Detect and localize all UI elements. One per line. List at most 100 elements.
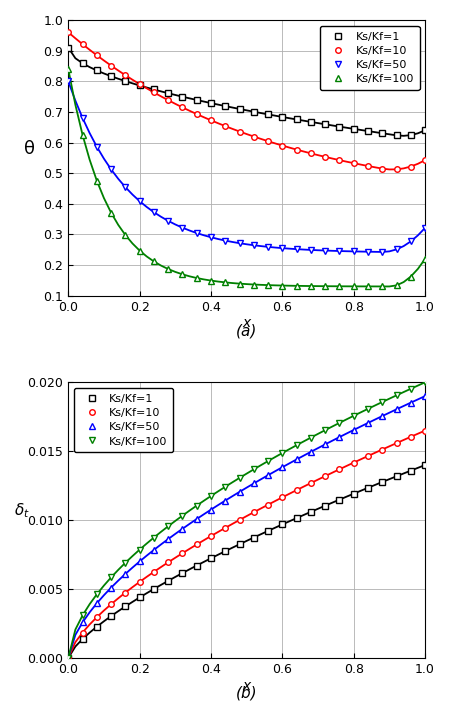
Ks/Kf=50 [66, 77, 71, 86]
Ks/Kf=10 [208, 532, 214, 540]
Ks/Kf=10 [423, 426, 428, 435]
Line: Ks/Kf=100: Ks/Kf=100 [65, 379, 428, 661]
Ks/Kf=100 [423, 378, 428, 386]
Ks/Kf=50 [279, 244, 285, 252]
Ks/Kf=100 [166, 522, 171, 530]
Ks/Kf=10 [180, 549, 185, 558]
Ks/Kf=50 [394, 405, 399, 414]
Ks/Kf=10 [137, 80, 142, 88]
Ks/Kf=100 [294, 441, 299, 449]
Ks/Kf=50 [208, 233, 214, 242]
Ks/Kf=100 [379, 282, 385, 291]
Ks/Kf=1 [251, 533, 256, 542]
Ks/Kf=10 [351, 159, 356, 168]
Ks/Kf=100 [208, 492, 214, 501]
Ks/Kf=50 [266, 471, 271, 479]
Ks/Kf=100 [151, 257, 157, 266]
Ks/Kf=10 [251, 508, 256, 516]
Ks/Kf=50 [294, 245, 299, 253]
Ks/Kf=10 [80, 628, 85, 637]
Ks/Kf=50 [223, 236, 228, 245]
Ks/Kf=100 [66, 654, 71, 662]
Ks/Kf=50 [94, 143, 99, 151]
Ks/Kf=50 [266, 242, 271, 251]
Ks/Kf=100 [108, 573, 114, 582]
Ks/Kf=50 [365, 419, 371, 427]
Ks/Kf=10 [194, 110, 199, 118]
Ks/Kf=100 [408, 384, 414, 393]
Ks/Kf=50 [123, 570, 128, 578]
Ks/Kf=1 [108, 72, 114, 81]
Ks/Kf=100 [223, 278, 228, 287]
Ks/Kf=50 [66, 654, 71, 662]
Ks/Kf=10 [166, 558, 171, 567]
Y-axis label: $\delta_t$: $\delta_t$ [14, 501, 30, 520]
Ks/Kf=10 [108, 61, 114, 70]
Ks/Kf=50 [208, 506, 214, 514]
Ks/Kf=10 [266, 501, 271, 509]
Ks/Kf=1 [337, 123, 342, 131]
Ks/Kf=50 [379, 247, 385, 256]
Ks/Kf=1 [66, 654, 71, 662]
Ks/Kf=100 [337, 419, 342, 427]
Ks/Kf=100 [379, 398, 385, 406]
Ks/Kf=100 [323, 426, 328, 434]
Ks/Kf=10 [94, 51, 99, 60]
Ks/Kf=1 [94, 66, 99, 75]
Ks/Kf=50 [323, 246, 328, 255]
Ks/Kf=50 [108, 165, 114, 173]
Ks/Kf=100 [423, 255, 428, 263]
Ks/Kf=50 [294, 455, 299, 463]
Ks/Kf=100 [108, 208, 114, 217]
Ks/Kf=1 [208, 99, 214, 108]
Ks/Kf=10 [337, 156, 342, 165]
Ks/Kf=100 [80, 611, 85, 620]
X-axis label: x: x [243, 317, 251, 330]
Ks/Kf=50 [337, 433, 342, 441]
Ks/Kf=10 [337, 465, 342, 473]
Ks/Kf=100 [365, 404, 371, 413]
Ks/Kf=1 [408, 131, 414, 140]
Ks/Kf=1 [266, 527, 271, 535]
Ks/Kf=1 [194, 561, 199, 570]
Ks/Kf=100 [266, 281, 271, 289]
Ks/Kf=100 [151, 533, 157, 542]
Ks/Kf=1 [180, 569, 185, 578]
Ks/Kf=50 [194, 229, 199, 237]
Line: Ks/Kf=50: Ks/Kf=50 [65, 78, 428, 255]
Ks/Kf=100 [279, 448, 285, 457]
Ks/Kf=1 [323, 120, 328, 128]
Ks/Kf=1 [294, 116, 299, 124]
Ks/Kf=1 [166, 89, 171, 98]
Ks/Kf=100 [194, 501, 199, 510]
Ks/Kf=50 [308, 246, 314, 255]
Ks/Kf=10 [208, 116, 214, 125]
Ks/Kf=100 [80, 130, 85, 139]
Ks/Kf=100 [180, 270, 185, 279]
Ks/Kf=1 [194, 96, 199, 104]
Ks/Kf=10 [365, 452, 371, 461]
Ks/Kf=1 [237, 540, 242, 548]
Ks/Kf=1 [237, 105, 242, 113]
Ks/Kf=1 [279, 520, 285, 529]
Line: Ks/Kf=10: Ks/Kf=10 [65, 428, 428, 661]
Ks/Kf=50 [394, 245, 399, 254]
Ks/Kf=1 [423, 126, 428, 135]
Ks/Kf=1 [308, 508, 314, 516]
Ks/Kf=1 [123, 602, 128, 611]
Ks/Kf=100 [308, 282, 314, 290]
Ks/Kf=1 [94, 622, 99, 631]
Ks/Kf=100 [266, 457, 271, 466]
Legend: Ks/Kf=1, Ks/Kf=10, Ks/Kf=50, Ks/Kf=100: Ks/Kf=1, Ks/Kf=10, Ks/Kf=50, Ks/Kf=100 [74, 388, 173, 452]
Ks/Kf=50 [80, 113, 85, 122]
Ks/Kf=50 [180, 525, 185, 533]
Ks/Kf=1 [365, 483, 371, 492]
Ks/Kf=1 [137, 81, 142, 90]
Ks/Kf=10 [137, 578, 142, 586]
Ks/Kf=100 [394, 391, 399, 399]
Ks/Kf=1 [279, 113, 285, 121]
Ks/Kf=100 [365, 282, 371, 291]
Ks/Kf=100 [251, 465, 256, 473]
Ks/Kf=50 [151, 208, 157, 217]
Ks/Kf=50 [137, 197, 142, 205]
